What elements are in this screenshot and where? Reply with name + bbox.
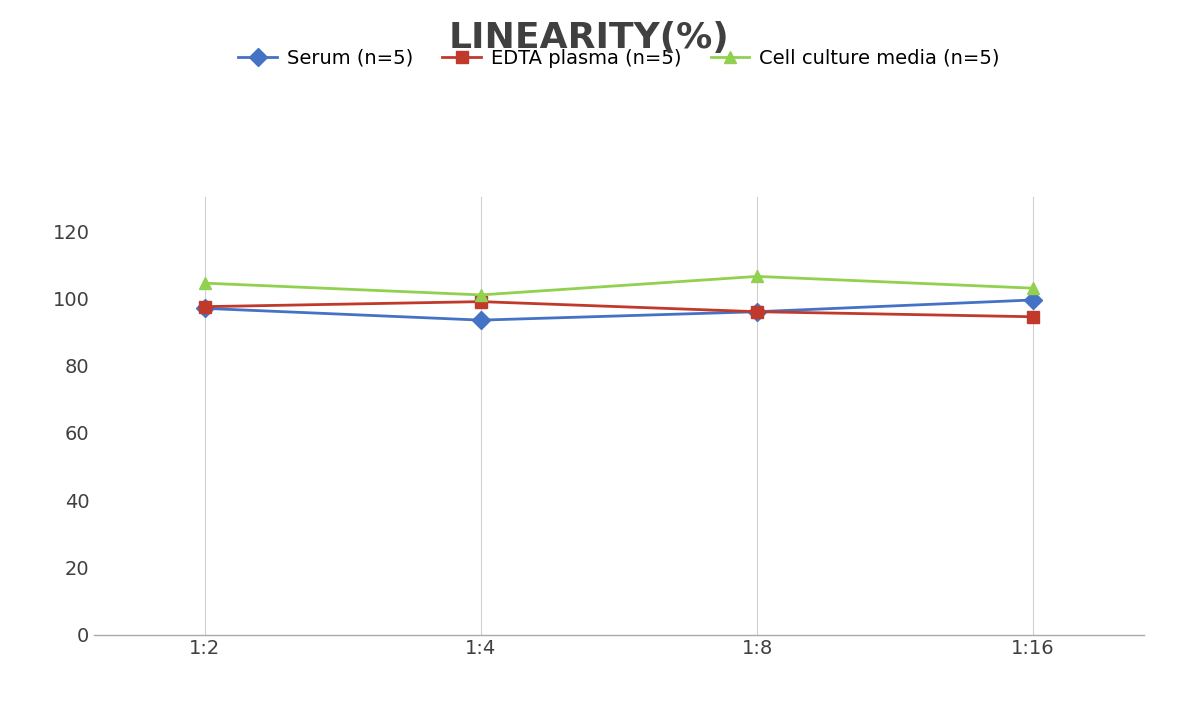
Cell culture media (n=5): [474, 290, 488, 299]
Cell culture media (n=5): [750, 272, 764, 281]
Legend: Serum (n=5), EDTA plasma (n=5), Cell culture media (n=5): Serum (n=5), EDTA plasma (n=5), Cell cul…: [230, 41, 1008, 75]
Cell culture media (n=5): [1026, 284, 1040, 293]
EDTA plasma (n=5): [750, 307, 764, 316]
Line: EDTA plasma (n=5): EDTA plasma (n=5): [198, 295, 1040, 323]
Text: LINEARITY(%): LINEARITY(%): [449, 21, 730, 55]
EDTA plasma (n=5): [1026, 312, 1040, 321]
Serum (n=5): [474, 316, 488, 324]
EDTA plasma (n=5): [198, 302, 212, 311]
EDTA plasma (n=5): [474, 298, 488, 306]
Serum (n=5): [1026, 295, 1040, 304]
Serum (n=5): [198, 304, 212, 312]
Line: Cell culture media (n=5): Cell culture media (n=5): [198, 270, 1040, 301]
Line: Serum (n=5): Serum (n=5): [198, 294, 1040, 326]
Cell culture media (n=5): [198, 279, 212, 288]
Serum (n=5): [750, 307, 764, 316]
